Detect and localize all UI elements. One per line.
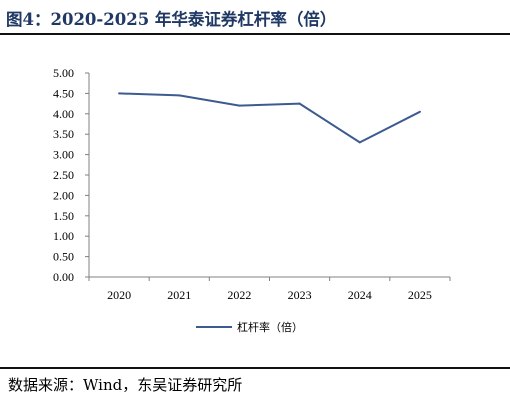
y-tick-label: 0.50 bbox=[53, 250, 74, 264]
y-tick-label: 3.50 bbox=[53, 127, 74, 141]
source-note: 数据来源：Wind，东吴证券研究所 bbox=[8, 376, 243, 394]
y-tick-label: 5.00 bbox=[53, 66, 74, 80]
x-axis: 2020 2021 2022 2023 2024 2025 bbox=[88, 276, 451, 302]
y-tick-label: 1.50 bbox=[53, 209, 74, 223]
legend-label: 杠杆率（倍） bbox=[237, 320, 303, 334]
x-tick-label: 2024 bbox=[348, 288, 372, 302]
data-point bbox=[238, 104, 241, 107]
legend: 杠杆率（倍） bbox=[196, 320, 303, 334]
y-tick-label: 1.00 bbox=[53, 229, 74, 243]
x-tick-label: 2020 bbox=[107, 288, 131, 302]
y-tick-label: 0.00 bbox=[53, 270, 74, 284]
y-tick-label: 4.00 bbox=[53, 107, 74, 121]
y-tick-label: 2.00 bbox=[53, 188, 74, 202]
y-tick-label: 4.50 bbox=[53, 86, 74, 100]
x-tick-label: 2025 bbox=[408, 288, 432, 302]
data-point bbox=[358, 141, 361, 144]
figure-title: 图4：2020-2025 年华泰证券杠杆率（倍） bbox=[6, 10, 337, 29]
y-tick-label: 2.50 bbox=[53, 168, 74, 182]
data-point bbox=[418, 110, 421, 113]
y-tick-label: 3.00 bbox=[53, 148, 74, 162]
x-tick-label: 2021 bbox=[167, 288, 191, 302]
x-tick-label: 2023 bbox=[288, 288, 312, 302]
x-tick-label: 2022 bbox=[227, 288, 251, 302]
data-point bbox=[298, 102, 301, 105]
data-point bbox=[118, 92, 121, 95]
bottom-rule bbox=[0, 367, 510, 369]
top-rule bbox=[0, 33, 510, 35]
y-axis: 0.00 0.50 1.00 1.50 2.00 2.50 3.00 3.50 4.00 4.50… bbox=[53, 66, 90, 284]
data-point bbox=[178, 94, 181, 97]
series-line bbox=[119, 92, 421, 144]
series-layer bbox=[118, 92, 421, 144]
